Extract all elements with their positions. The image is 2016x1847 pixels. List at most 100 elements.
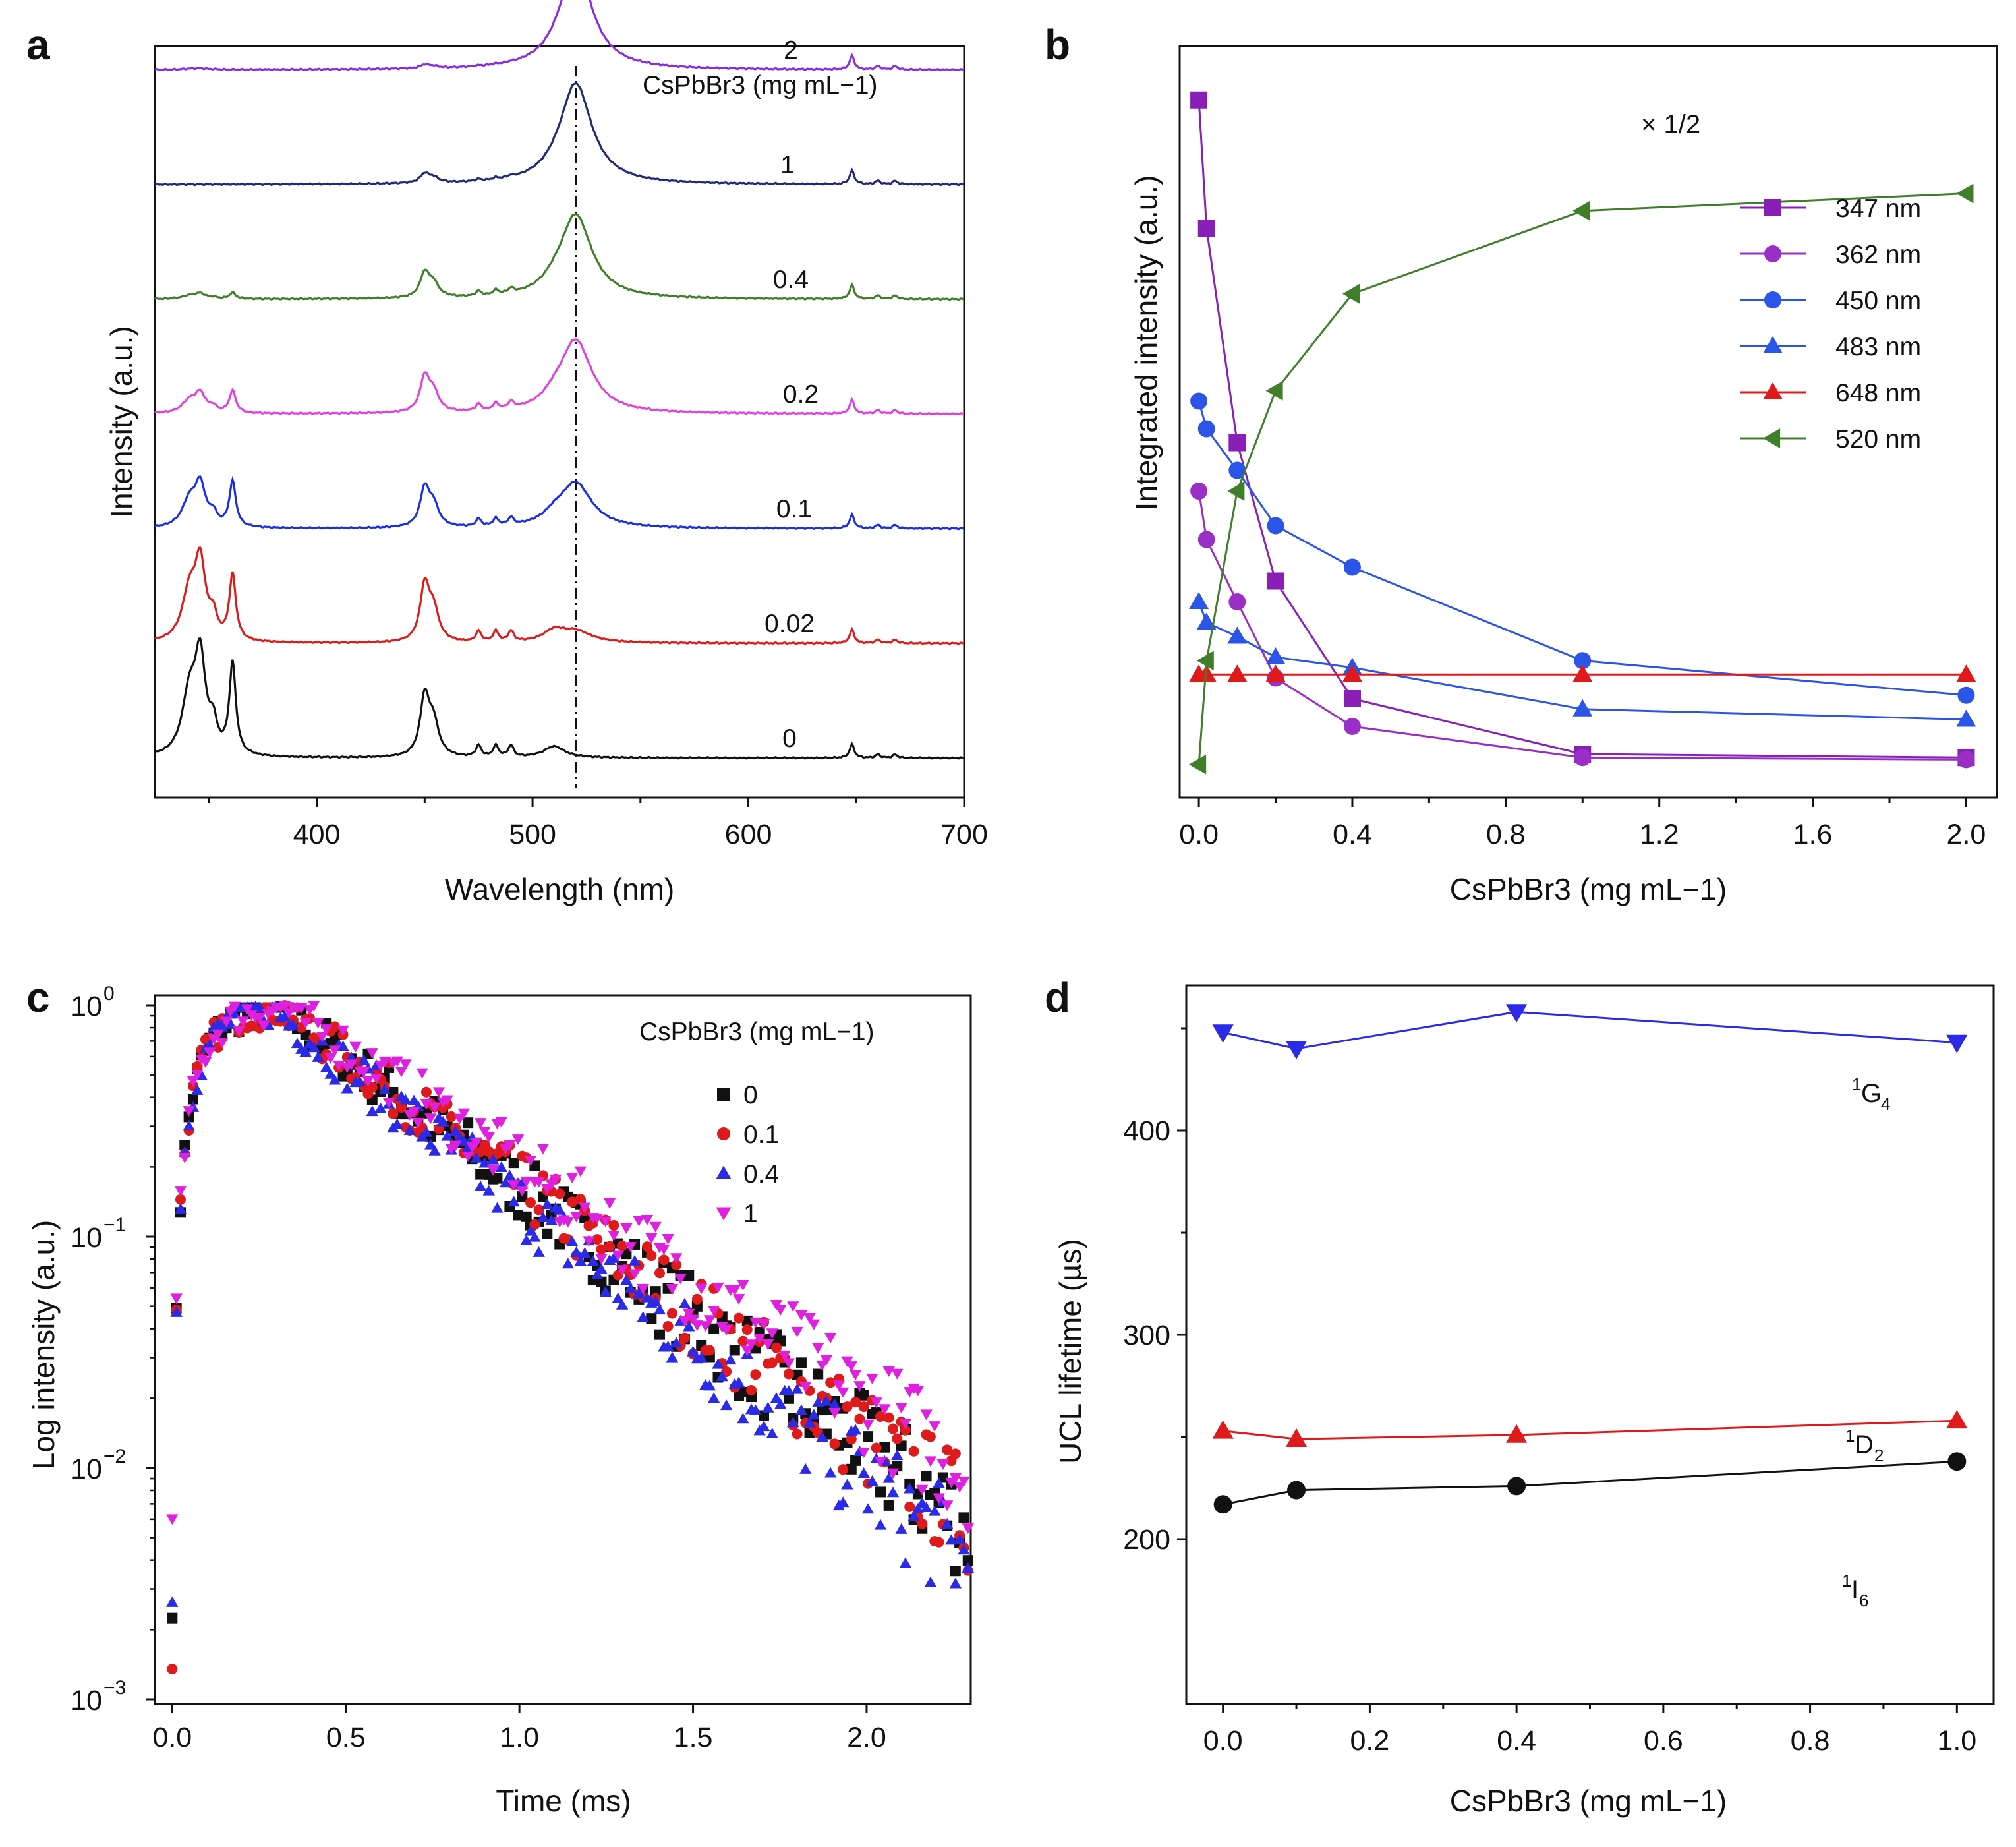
panel-c-point-1: [624, 1242, 637, 1253]
panel-c-point-0-4: [820, 1395, 833, 1406]
panel-b-legend-label: 520 nm: [1835, 425, 1921, 454]
panel-c-point-0-4: [191, 1084, 204, 1095]
panel-c-point-1: [524, 1155, 537, 1166]
panel-c-point-0-1: [654, 1268, 665, 1279]
panel-d-state-label-sub: 6: [1859, 1591, 1868, 1610]
panel-c-point-1: [441, 1095, 453, 1106]
panel-c-point-1: [658, 1244, 670, 1255]
panel-b-point-347-nm: [1228, 434, 1246, 452]
panel-c-point-0-1: [904, 1501, 915, 1512]
panel-a-conc-label-0-4: 0.4: [773, 266, 809, 294]
panel-d-point-1g4: [1506, 1004, 1528, 1023]
panel-c-point-0: [167, 1612, 178, 1624]
panel-c-point-0-4: [953, 1533, 966, 1544]
panel-c-point-1: [241, 1004, 254, 1015]
panel-c-point-0-4: [857, 1467, 870, 1479]
panel-c-point-0-4: [799, 1463, 812, 1474]
panel-c-point-0-4: [170, 1306, 183, 1317]
panel-c-point-0-4: [357, 1054, 370, 1065]
panel-b-point-347-nm: [1190, 91, 1208, 109]
panel-b-legend: 347 nm 362 nm 450 nm 483 nm 648 nm 520 nm: [1740, 194, 1921, 454]
panel-c-point-0-1: [842, 1401, 853, 1413]
panel-c-point-0-1: [792, 1428, 803, 1440]
panel-c-decay-scatter: [166, 1000, 974, 1675]
panel-a-spectrum-1: [154, 82, 964, 187]
panel-c-point-0-4: [204, 1039, 216, 1050]
panel-c-point-0-1: [750, 1369, 761, 1380]
panel-a-conc-label-0: 0: [782, 724, 797, 753]
panel-b-point-648-nm: [1342, 664, 1362, 682]
panel-c-point-0-1: [671, 1260, 682, 1271]
panel-c-ytick-exponent: −3: [103, 1677, 126, 1699]
panel-c-point-0-4: [620, 1274, 633, 1285]
panel-c-point-0: [683, 1270, 695, 1281]
panel-c-point-1: [616, 1265, 629, 1276]
panel-d-line-1i6: [1223, 1460, 1957, 1506]
panel-c-point-1: [478, 1127, 491, 1138]
panel-c-point-0: [187, 1094, 198, 1105]
panel-c-point-0-1: [917, 1518, 928, 1529]
panel-c-point-0-4: [166, 1596, 179, 1607]
panel-c-point-0-4: [441, 1130, 453, 1141]
panel-c-point-1: [753, 1334, 766, 1345]
panel-c-point-1: [187, 1076, 200, 1087]
panel-c-point-1: [670, 1253, 683, 1264]
panel-c-point-0-4: [757, 1421, 770, 1432]
panel-c-point-0-4: [803, 1417, 816, 1428]
panel-d-xtick-label: 1.0: [1937, 1725, 1976, 1757]
panel-c-point-0: [741, 1315, 753, 1326]
panel-c-point-0-4: [874, 1519, 887, 1530]
panel-c-point-1: [891, 1368, 904, 1380]
panel-c-point-0: [817, 1405, 828, 1416]
panel-b-point-520-nm: [1265, 380, 1283, 401]
panel-c-point-1: [745, 1339, 758, 1351]
panel-c-point-0-4: [482, 1185, 495, 1196]
panel-c-point-0-4: [491, 1202, 504, 1213]
panel-c-point-1: [803, 1312, 816, 1324]
panel-c-point-0-4: [574, 1255, 587, 1266]
panel-c-point-1: [183, 1106, 195, 1117]
panel-c-point-1: [666, 1283, 679, 1295]
panel-c-point-1: [399, 1059, 412, 1070]
panel-c-point-1: [866, 1373, 878, 1384]
panel-c-point-0: [542, 1228, 553, 1239]
panel-b-point-362-nm: [1190, 483, 1208, 500]
panel-c-point-0: [737, 1386, 749, 1397]
panel-c-point-1: [174, 1186, 187, 1197]
panel-c-point-0-4: [174, 1203, 187, 1214]
panel-c-point-1: [511, 1134, 525, 1146]
panel-d-ylabel: UCL lifetime (µs): [1053, 1239, 1087, 1464]
panel-c-point-0-4: [541, 1198, 554, 1210]
panel-c-point-1: [703, 1315, 716, 1326]
panel-c-point-0-4: [403, 1124, 416, 1135]
panel-c-xlabel: Time (ms): [496, 1784, 631, 1818]
panel-c-point-1: [707, 1306, 720, 1317]
panel-c-point-0-4: [770, 1392, 783, 1403]
panel-c-point-0-4: [183, 1119, 195, 1130]
panel-c-point-1: [191, 1069, 204, 1080]
panel-c-point-0-4: [624, 1282, 637, 1293]
panel-c-point-1: [911, 1386, 925, 1397]
panel-b-xlabel: CsPbBr3 (mg mL−1): [1450, 872, 1727, 906]
panel-d-state-label-pre: 1: [1845, 1426, 1855, 1446]
panel-c-point-1: [574, 1166, 587, 1177]
panel-c-point-0-4: [228, 1008, 241, 1019]
panel-d-xlabel: CsPbBr3 (mg mL−1): [1450, 1784, 1727, 1818]
panel-b-point-520-nm: [1342, 283, 1360, 304]
panel-c-point-0-4: [737, 1413, 749, 1424]
panel-c-point-0-1: [933, 1537, 944, 1548]
panel-c-point-0-4: [695, 1351, 708, 1363]
panel-c-point-0-4: [428, 1144, 441, 1156]
panel-c-point-0-1: [783, 1368, 794, 1380]
panel-c-point-0: [875, 1486, 886, 1498]
panel-c-point-1: [662, 1234, 674, 1245]
panel-c-point-0-4: [570, 1246, 583, 1257]
panel-c-point-1: [933, 1493, 945, 1504]
panel-c-point-0-1: [533, 1204, 544, 1216]
panel-c-point-0-1: [662, 1320, 674, 1332]
panel-c-point-0-4: [599, 1286, 612, 1297]
panel-c-point-0-4: [707, 1392, 720, 1403]
panel-c-point-0-4: [795, 1404, 808, 1415]
panel-c-point-0-4: [437, 1115, 449, 1127]
panel-c-point-0-4: [836, 1496, 850, 1508]
